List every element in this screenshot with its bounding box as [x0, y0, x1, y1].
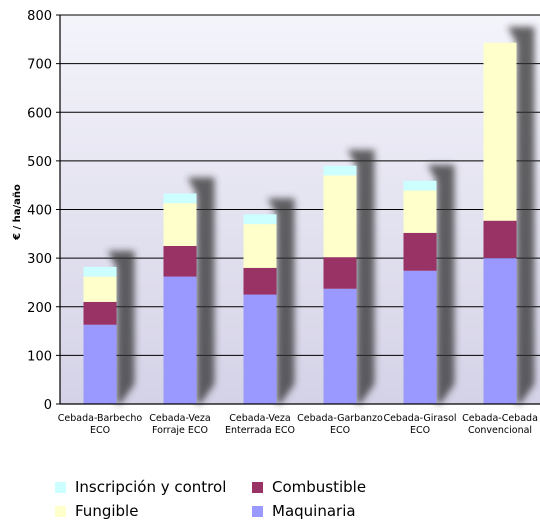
bar-segment-maquinaria	[403, 270, 437, 404]
y-tick-label: 800	[27, 9, 52, 24]
y-tick-label: 100	[27, 349, 52, 364]
bar-segment-fungible	[163, 203, 197, 246]
bar-segment-maquinaria	[243, 294, 277, 404]
x-tick-label: Cebada-Girasol ECO	[383, 413, 456, 436]
legend: Inscripción y control Combustible Fungib…	[55, 478, 475, 522]
bar-segment-inscripci-n-y-control	[403, 180, 437, 191]
legend-swatch	[55, 505, 66, 517]
legend-item-maquinaria: Maquinaria	[252, 502, 356, 520]
bar-shadow	[507, 26, 535, 405]
legend-label: Fungible	[75, 502, 139, 520]
bar-shadow	[427, 164, 455, 404]
x-tick-label: Cebada-Veza Enterrada ECO	[225, 413, 295, 436]
x-tick-label: Cebada-Garbanzo ECO	[297, 413, 383, 436]
bar-segment-combustible	[83, 301, 117, 325]
y-tick-label: 600	[27, 106, 52, 121]
legend-item-combustible: Combustible	[252, 478, 366, 496]
bar-shadow	[107, 250, 135, 404]
bar-segment-maquinaria	[483, 258, 517, 404]
bar-segment-inscripci-n-y-control	[83, 266, 117, 277]
bar-segment-combustible	[243, 267, 277, 295]
x-tick-label: Cebada-Veza Forraje ECO	[149, 413, 210, 436]
bar-segment-combustible	[163, 245, 197, 277]
bar-shadow	[347, 149, 375, 404]
legend-label: Maquinaria	[272, 502, 356, 520]
legend-swatch	[252, 505, 263, 517]
bar-segment-combustible	[403, 232, 437, 271]
legend-swatch	[252, 481, 263, 493]
bar-segment-maquinaria	[323, 288, 357, 404]
y-tick-label: 300	[27, 252, 52, 267]
x-tick-label: Cebada-Cebada Convencional	[462, 413, 538, 436]
legend-swatch	[55, 481, 66, 493]
stacked-bar-chart: 0 100 200 300 400 500 600 700 800 Cebada-Barbecho…	[12, 9, 540, 436]
bar-segment-fungible	[483, 42, 517, 221]
bar-segment-inscripci-n-y-control	[323, 165, 357, 176]
bar-segment-combustible	[483, 220, 517, 259]
bar-segment-inscripci-n-y-control	[243, 214, 277, 225]
y-axis-title: € / ha/año	[12, 184, 23, 241]
y-tick-label: 700	[27, 58, 52, 73]
legend-label: Inscripción y control	[75, 478, 227, 496]
legend-label: Combustible	[272, 478, 367, 496]
bar-segment-fungible	[243, 224, 277, 268]
legend-item-fungible: Fungible	[55, 502, 138, 520]
x-tick-label: Cebada-Barbecho ECO	[58, 413, 143, 436]
bar-segment-fungible	[403, 190, 437, 233]
y-tick-label: 500	[27, 155, 52, 170]
bar-segment-maquinaria	[163, 276, 197, 404]
bar-segment-inscripci-n-y-control	[163, 193, 197, 204]
y-tick-label: 200	[27, 301, 52, 316]
bar-shadow	[267, 198, 295, 404]
y-tick-label: 400	[27, 204, 52, 219]
bar-shadow	[187, 177, 215, 404]
bar-segment-fungible	[83, 276, 117, 302]
bar-segment-combustible	[323, 257, 357, 289]
legend-item-inscripcion: Inscripción y control	[55, 478, 226, 496]
bar-segment-maquinaria	[83, 324, 117, 404]
y-tick-label: 0	[44, 398, 52, 413]
bar-segment-fungible	[323, 175, 357, 258]
